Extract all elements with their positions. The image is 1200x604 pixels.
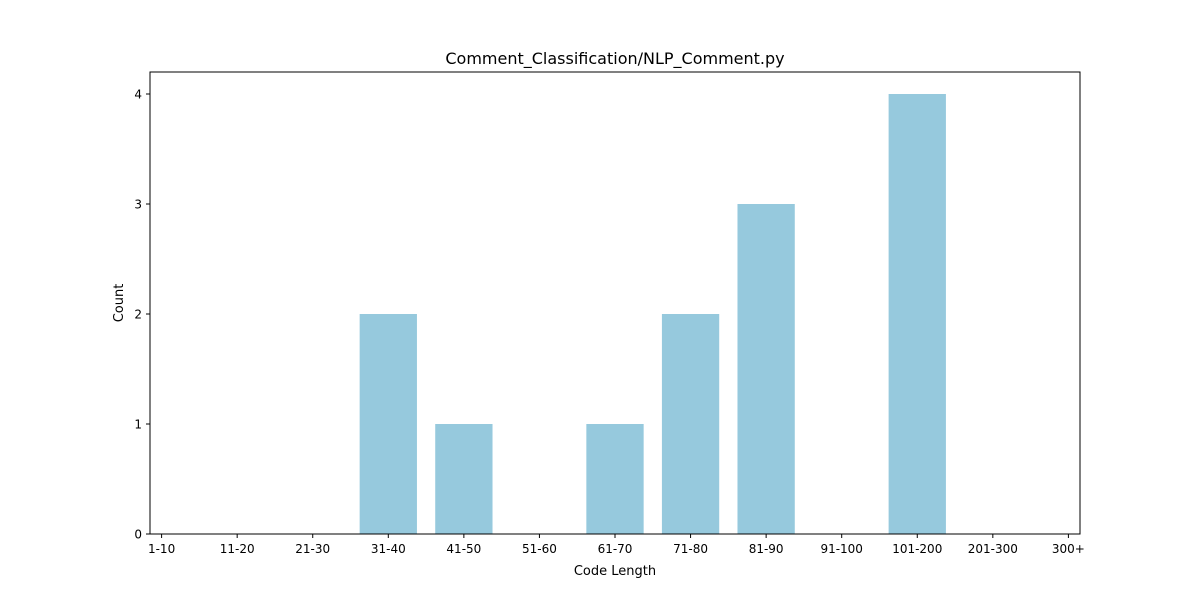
- x-tick-label: 81-90: [749, 542, 784, 556]
- x-tick-label: 41-50: [446, 542, 481, 556]
- x-tick-label: 71-80: [673, 542, 708, 556]
- x-tick-label: 91-100: [820, 542, 863, 556]
- y-axis-label: Count: [112, 284, 127, 323]
- x-tick-label: 201-300: [968, 542, 1018, 556]
- x-tick-label: 1-10: [148, 542, 175, 556]
- y-tick-label: 0: [134, 528, 142, 542]
- bar-41-50: [435, 424, 493, 534]
- bar-61-70: [586, 424, 644, 534]
- x-tick-label: 61-70: [598, 542, 633, 556]
- y-axis-ticks: 0 1 2 3 4: [134, 88, 150, 542]
- bar-101-200: [888, 94, 946, 534]
- x-tick-label: 300+: [1052, 542, 1085, 556]
- bar-31-40: [359, 314, 417, 534]
- x-tick-label: 31-40: [371, 542, 406, 556]
- y-tick-label: 2: [134, 308, 142, 322]
- bar-81-90: [737, 204, 795, 534]
- y-tick-label: 3: [134, 198, 142, 212]
- y-tick-label: 4: [134, 88, 142, 102]
- x-tick-label: 11-20: [220, 542, 255, 556]
- x-axis-label: Code Length: [574, 564, 656, 579]
- y-tick-label: 1: [134, 418, 142, 432]
- x-tick-label: 21-30: [295, 542, 330, 556]
- x-axis-ticks: 1-10 11-20 21-30 31-40 41-50 51-60 61-70 71-80 8…: [148, 534, 1085, 556]
- x-tick-label: 101-200: [892, 542, 942, 556]
- bars-layer: [359, 94, 946, 534]
- x-tick-label: 51-60: [522, 542, 557, 556]
- chart-title: Comment_Classification/NLP_Comment.py: [445, 49, 784, 69]
- bar-71-80: [661, 314, 720, 534]
